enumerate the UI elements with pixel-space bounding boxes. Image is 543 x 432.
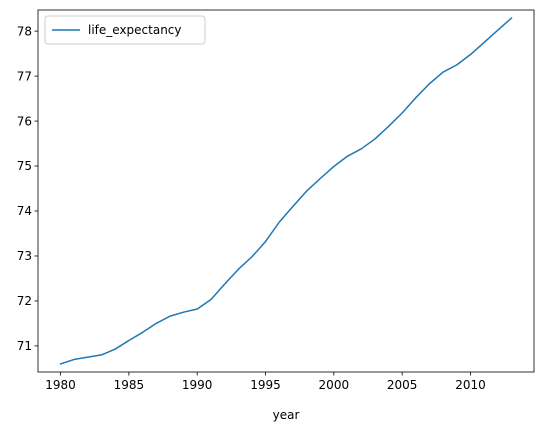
x-axis-title: year bbox=[273, 408, 300, 422]
x-tick-label: 2010 bbox=[455, 378, 486, 392]
x-tick-label: 1985 bbox=[114, 378, 145, 392]
legend-box bbox=[44, 15, 206, 45]
y-tick-label: 73 bbox=[17, 249, 32, 263]
y-tick-label: 77 bbox=[17, 69, 32, 83]
y-tick-label: 74 bbox=[17, 204, 32, 218]
x-axis: 1980 1985 1990 1995 2000 2005 2010 bbox=[45, 372, 486, 392]
x-tick-label: 2000 bbox=[319, 378, 350, 392]
y-axis: 71 72 73 74 75 76 77 78 bbox=[17, 24, 38, 353]
y-tick-label: 71 bbox=[17, 339, 32, 353]
y-tick-label: 72 bbox=[17, 294, 32, 308]
x-tick-label: 2005 bbox=[387, 378, 418, 392]
x-tick-label: 1990 bbox=[182, 378, 213, 392]
plot-area bbox=[37, 9, 535, 373]
legend-label: life_expectancy bbox=[88, 23, 182, 37]
y-tick-label: 75 bbox=[17, 159, 32, 173]
series-layer bbox=[59, 17, 513, 365]
y-tick-label: 78 bbox=[17, 24, 32, 38]
x-tick-label: 1980 bbox=[45, 378, 76, 392]
series-line-life-expectancy bbox=[59, 17, 513, 365]
x-tick-label: 1995 bbox=[250, 378, 281, 392]
y-tick-label: 76 bbox=[17, 114, 32, 128]
legend: life_expectancy bbox=[44, 15, 206, 45]
